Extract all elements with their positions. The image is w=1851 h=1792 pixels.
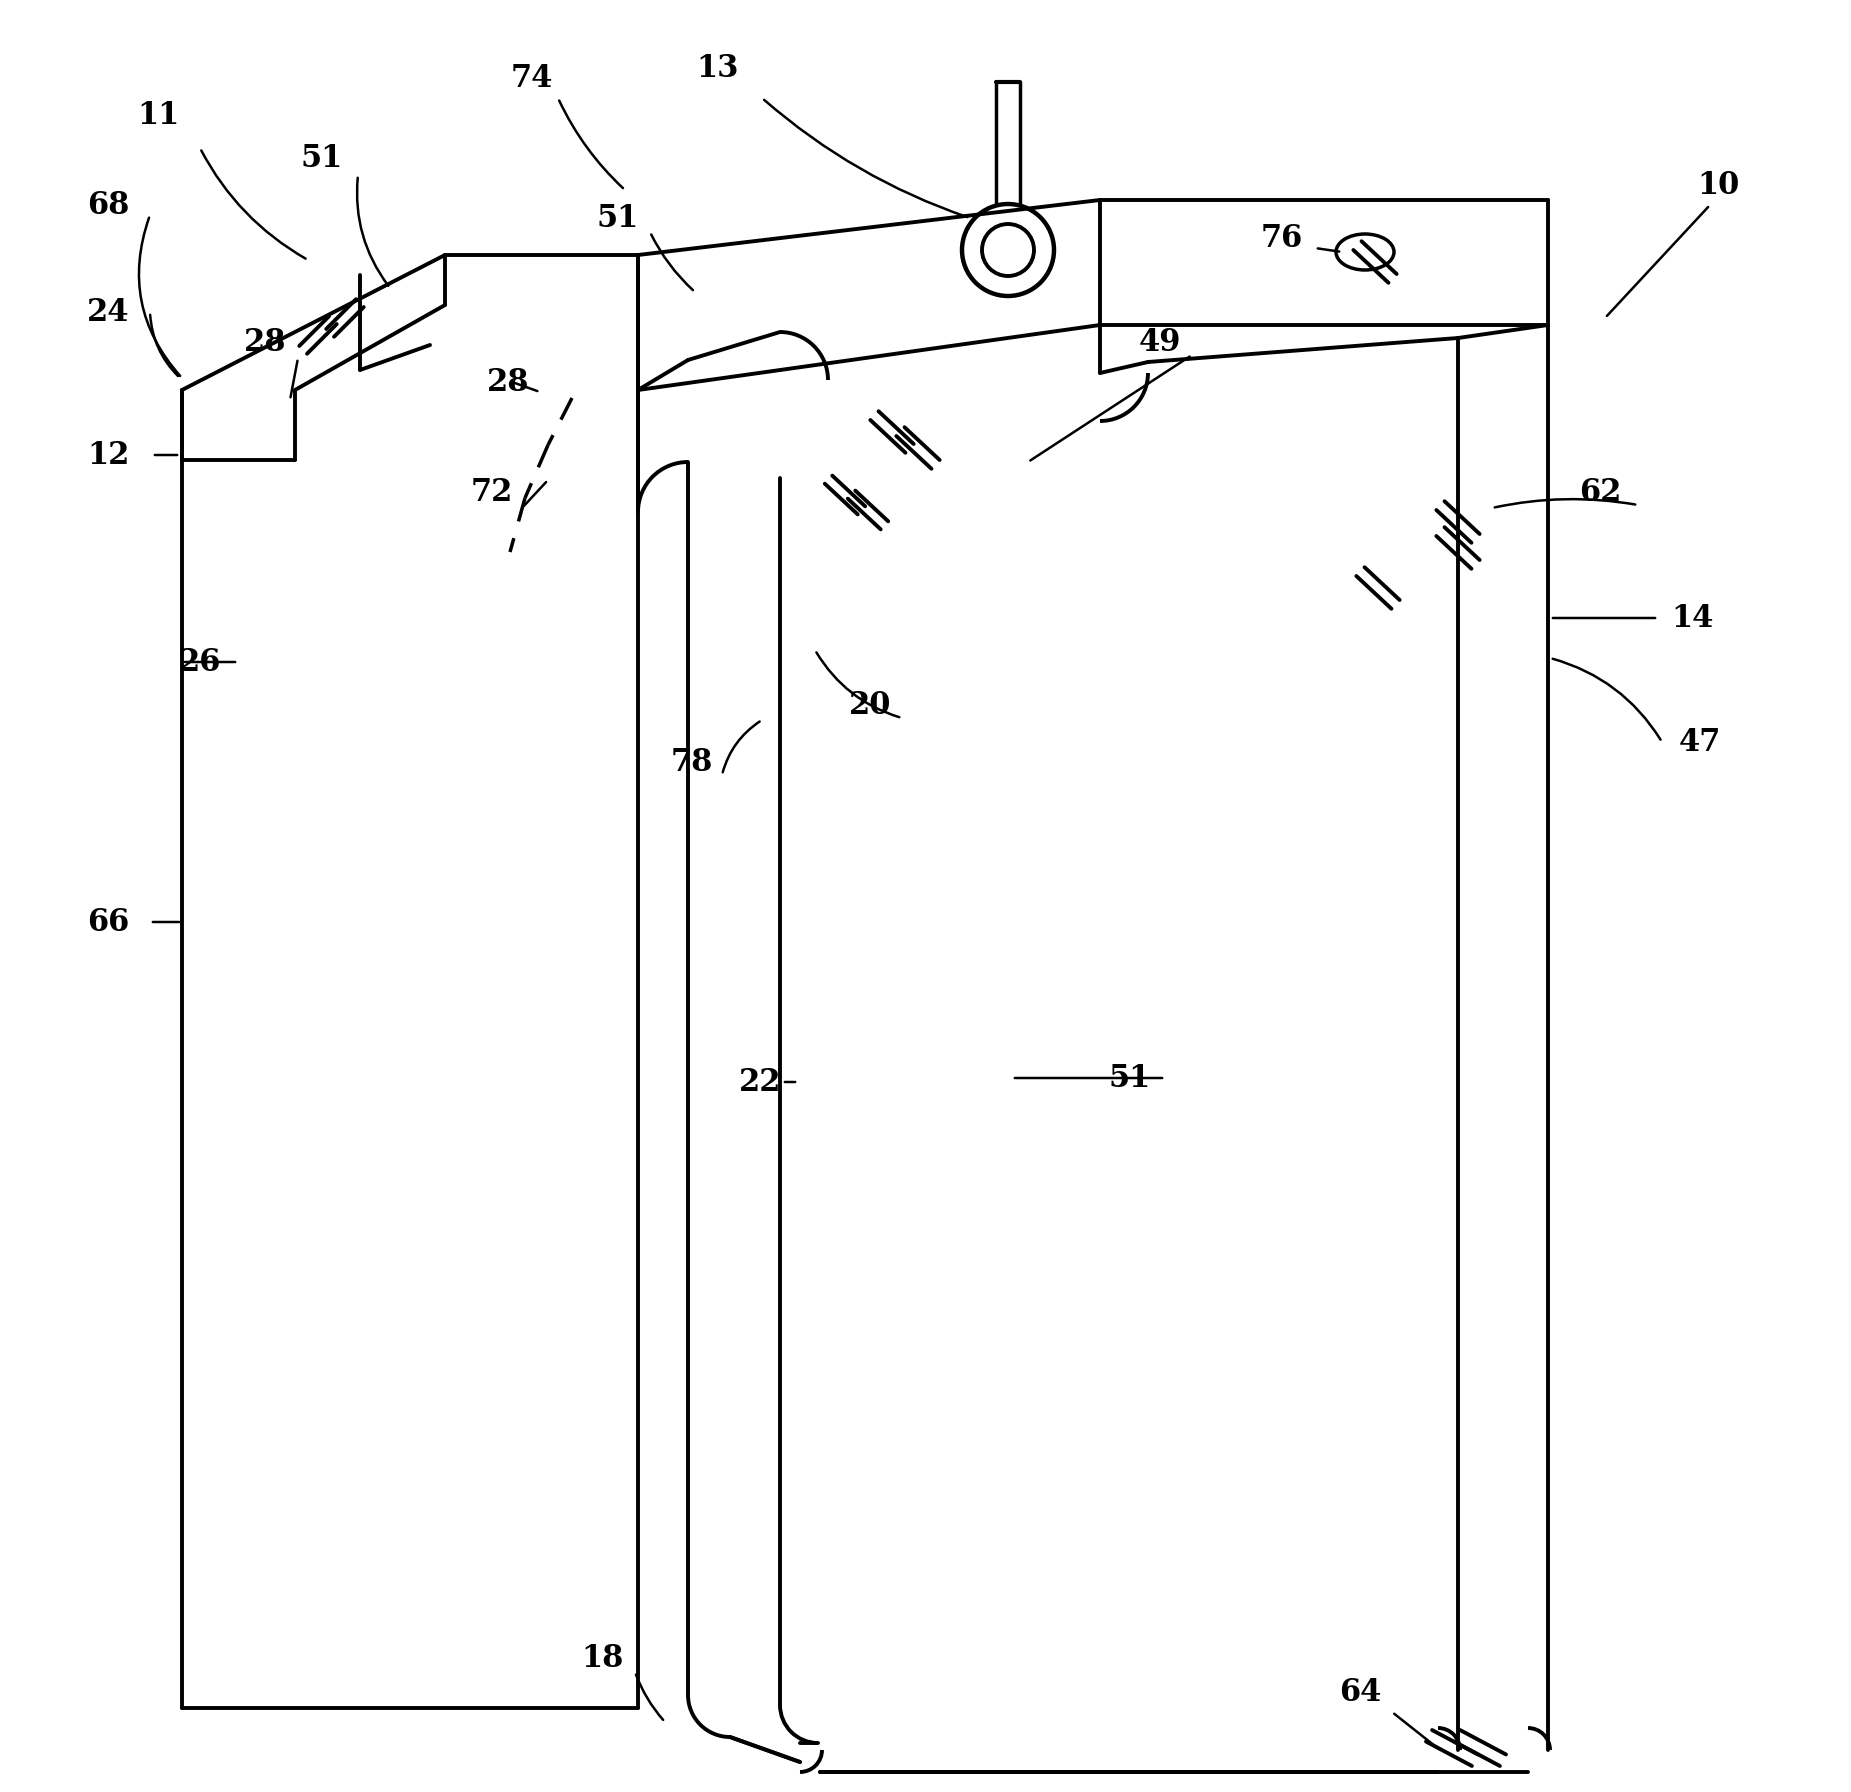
Text: 47: 47 (1679, 726, 1721, 758)
Text: 66: 66 (87, 907, 130, 937)
Text: 28: 28 (487, 367, 529, 398)
Text: 22: 22 (739, 1066, 781, 1097)
Text: 74: 74 (511, 63, 553, 93)
Text: 51: 51 (596, 202, 639, 233)
Text: 14: 14 (1671, 602, 1714, 634)
Text: 76: 76 (1261, 222, 1303, 253)
Text: 13: 13 (696, 52, 739, 84)
Text: 72: 72 (470, 477, 513, 507)
Text: 26: 26 (180, 647, 220, 677)
Text: 51: 51 (302, 143, 342, 174)
Text: 68: 68 (87, 190, 130, 220)
Text: 20: 20 (850, 690, 890, 720)
Text: 11: 11 (137, 100, 180, 131)
Text: 64: 64 (1338, 1677, 1381, 1708)
Text: 12: 12 (87, 439, 130, 471)
Text: 28: 28 (244, 326, 287, 357)
Text: 18: 18 (581, 1643, 624, 1674)
Text: 62: 62 (1579, 477, 1621, 507)
Text: 24: 24 (87, 296, 130, 328)
Text: 51: 51 (1109, 1063, 1151, 1093)
Text: 10: 10 (1697, 170, 1740, 201)
Text: 49: 49 (1138, 326, 1181, 357)
Text: 78: 78 (670, 747, 713, 778)
